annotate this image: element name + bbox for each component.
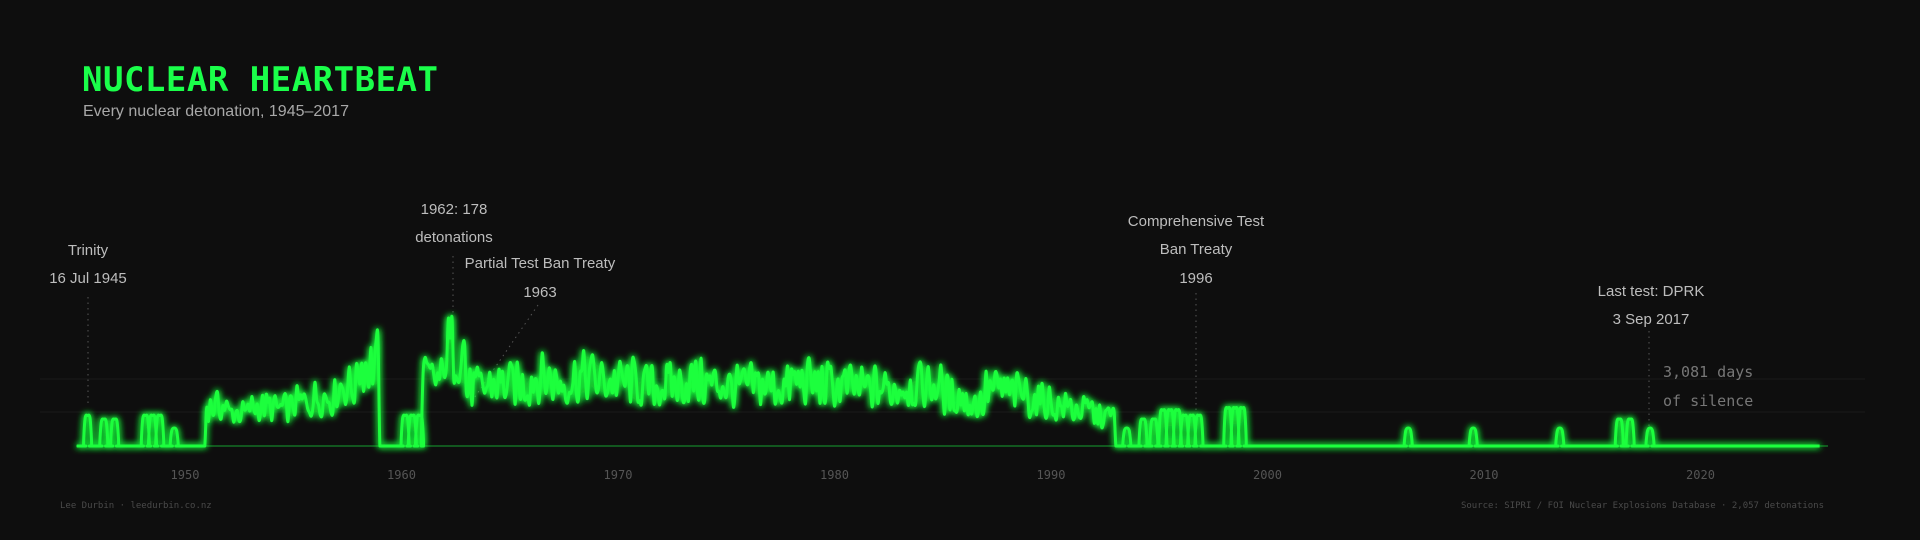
x-tick-label: 2020 (1686, 468, 1715, 482)
x-tick-label: 1970 (604, 468, 633, 482)
annotation-label: 1963 (523, 284, 556, 301)
page-title: NUCLEAR HEARTBEAT (82, 60, 439, 100)
annotation-label: Last test: DPRK (1598, 283, 1705, 300)
annotation-1962-peak: 1962: 178 detonations (415, 201, 493, 246)
detonation-line (76, 314, 1820, 448)
annotation-trinity: Trinity 16 Jul 1945 (49, 242, 127, 287)
annotation-label: 16 Jul 1945 (49, 270, 127, 287)
annotation-label: 1996 (1179, 270, 1212, 287)
annotation-last-test: Last test: DPRK 3 Sep 2017 (1598, 283, 1705, 328)
annotation-label: Comprehensive Test (1128, 213, 1265, 230)
x-tick-label: 2000 (1253, 468, 1282, 482)
annotation-ctbt: Comprehensive Test Ban Treaty 1996 (1128, 213, 1265, 287)
annotation-label: Trinity (68, 242, 109, 259)
annotation-label: Partial Test Ban Treaty (465, 255, 616, 272)
annotation-label: detonations (415, 229, 493, 246)
x-tick-label: 1950 (171, 468, 200, 482)
footer-credit: Lee Durbin · leedurbin.co.nz (60, 501, 212, 511)
x-axis: 1950 1960 1970 1980 1990 2000 2010 2020 (171, 468, 1715, 482)
x-tick-label: 1990 (1037, 468, 1066, 482)
page-subtitle: Every nuclear detonation, 1945–2017 (83, 103, 349, 120)
footer-source: Source: SIPRI / FOI Nuclear Explosions D… (1460, 501, 1824, 511)
x-tick-label: 1960 (387, 468, 416, 482)
annotation-label: 1962: 178 (421, 201, 488, 218)
ptbt-leader (469, 304, 539, 405)
x-tick-label: 1980 (820, 468, 849, 482)
annotation-ptbt: Partial Test Ban Treaty 1963 (465, 255, 616, 301)
silence-line-2: of silence (1663, 392, 1753, 410)
x-tick-label: 2010 (1470, 468, 1499, 482)
silence-counter: 3,081 days of silence (1663, 363, 1753, 410)
silence-line-1: 3,081 days (1663, 363, 1753, 381)
annotation-label: 3 Sep 2017 (1613, 311, 1690, 328)
annotation-label: Ban Treaty (1160, 241, 1233, 258)
